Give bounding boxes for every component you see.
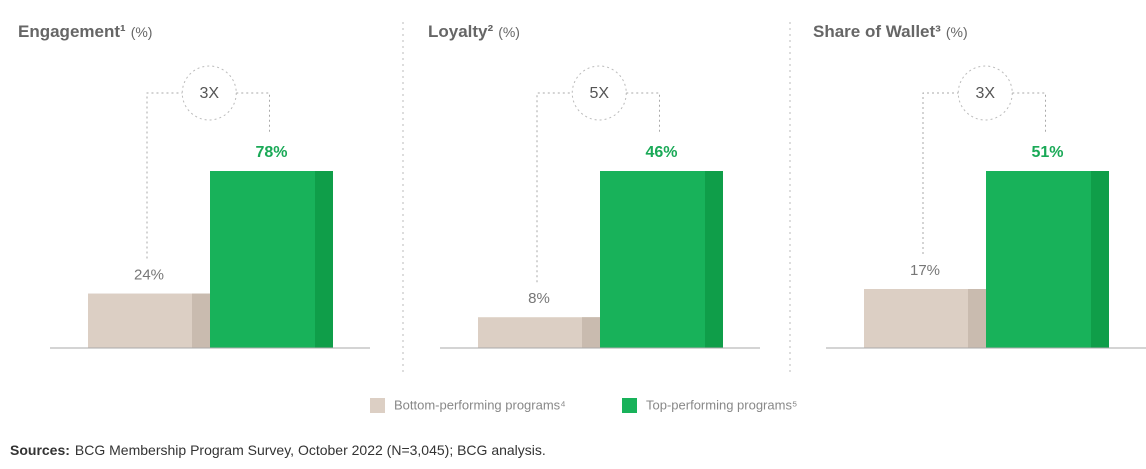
legend-swatch [622,398,637,413]
bar-shade [315,171,333,348]
bar-shade [968,289,986,348]
title-unit: (%) [498,24,520,40]
bar-shade [582,317,600,348]
chart-title: Engagement¹ (%) [18,22,152,41]
title-unit: (%) [131,24,153,40]
value-label: 78% [255,144,287,161]
bar [478,317,600,348]
connector [146,92,270,259]
bar-shade [192,293,210,348]
connector [536,92,660,283]
title-text: Loyalty² [428,22,494,41]
multiplier: 5X [589,85,609,102]
value-label: 24% [134,267,164,284]
source: Sources: BCG Membership Program Survey, O… [10,442,546,458]
multiplier: 3X [975,85,995,102]
source-text: BCG Membership Program Survey, October 2… [75,442,546,458]
bar [210,171,333,348]
legend-label: Bottom-performing programs⁴ [394,397,566,412]
chart-title: Loyalty² (%) [428,22,520,41]
bar [986,171,1109,348]
multiplier: 3X [199,85,219,102]
value-label: 8% [528,290,550,307]
value-label: 51% [1031,144,1063,161]
title-unit: (%) [946,24,968,40]
bar-shade [705,171,723,348]
legend-label: Top-performing programs⁵ [646,397,797,412]
connector [922,92,1046,254]
bar [864,289,986,348]
multiplier-circle [181,65,237,121]
value-label: 46% [645,144,677,161]
multiplier-circle [957,65,1013,121]
value-label: 17% [910,262,940,279]
source-label: Sources: [10,442,70,458]
bar-shade [1091,171,1109,348]
multiplier-circle [571,65,627,121]
bar [88,293,210,348]
bar [600,171,723,348]
title-text: Engagement¹ [18,22,126,41]
chart-title: Share of Wallet³ (%) [813,22,968,41]
legend-swatch [370,398,385,413]
title-text: Share of Wallet³ [813,22,941,41]
